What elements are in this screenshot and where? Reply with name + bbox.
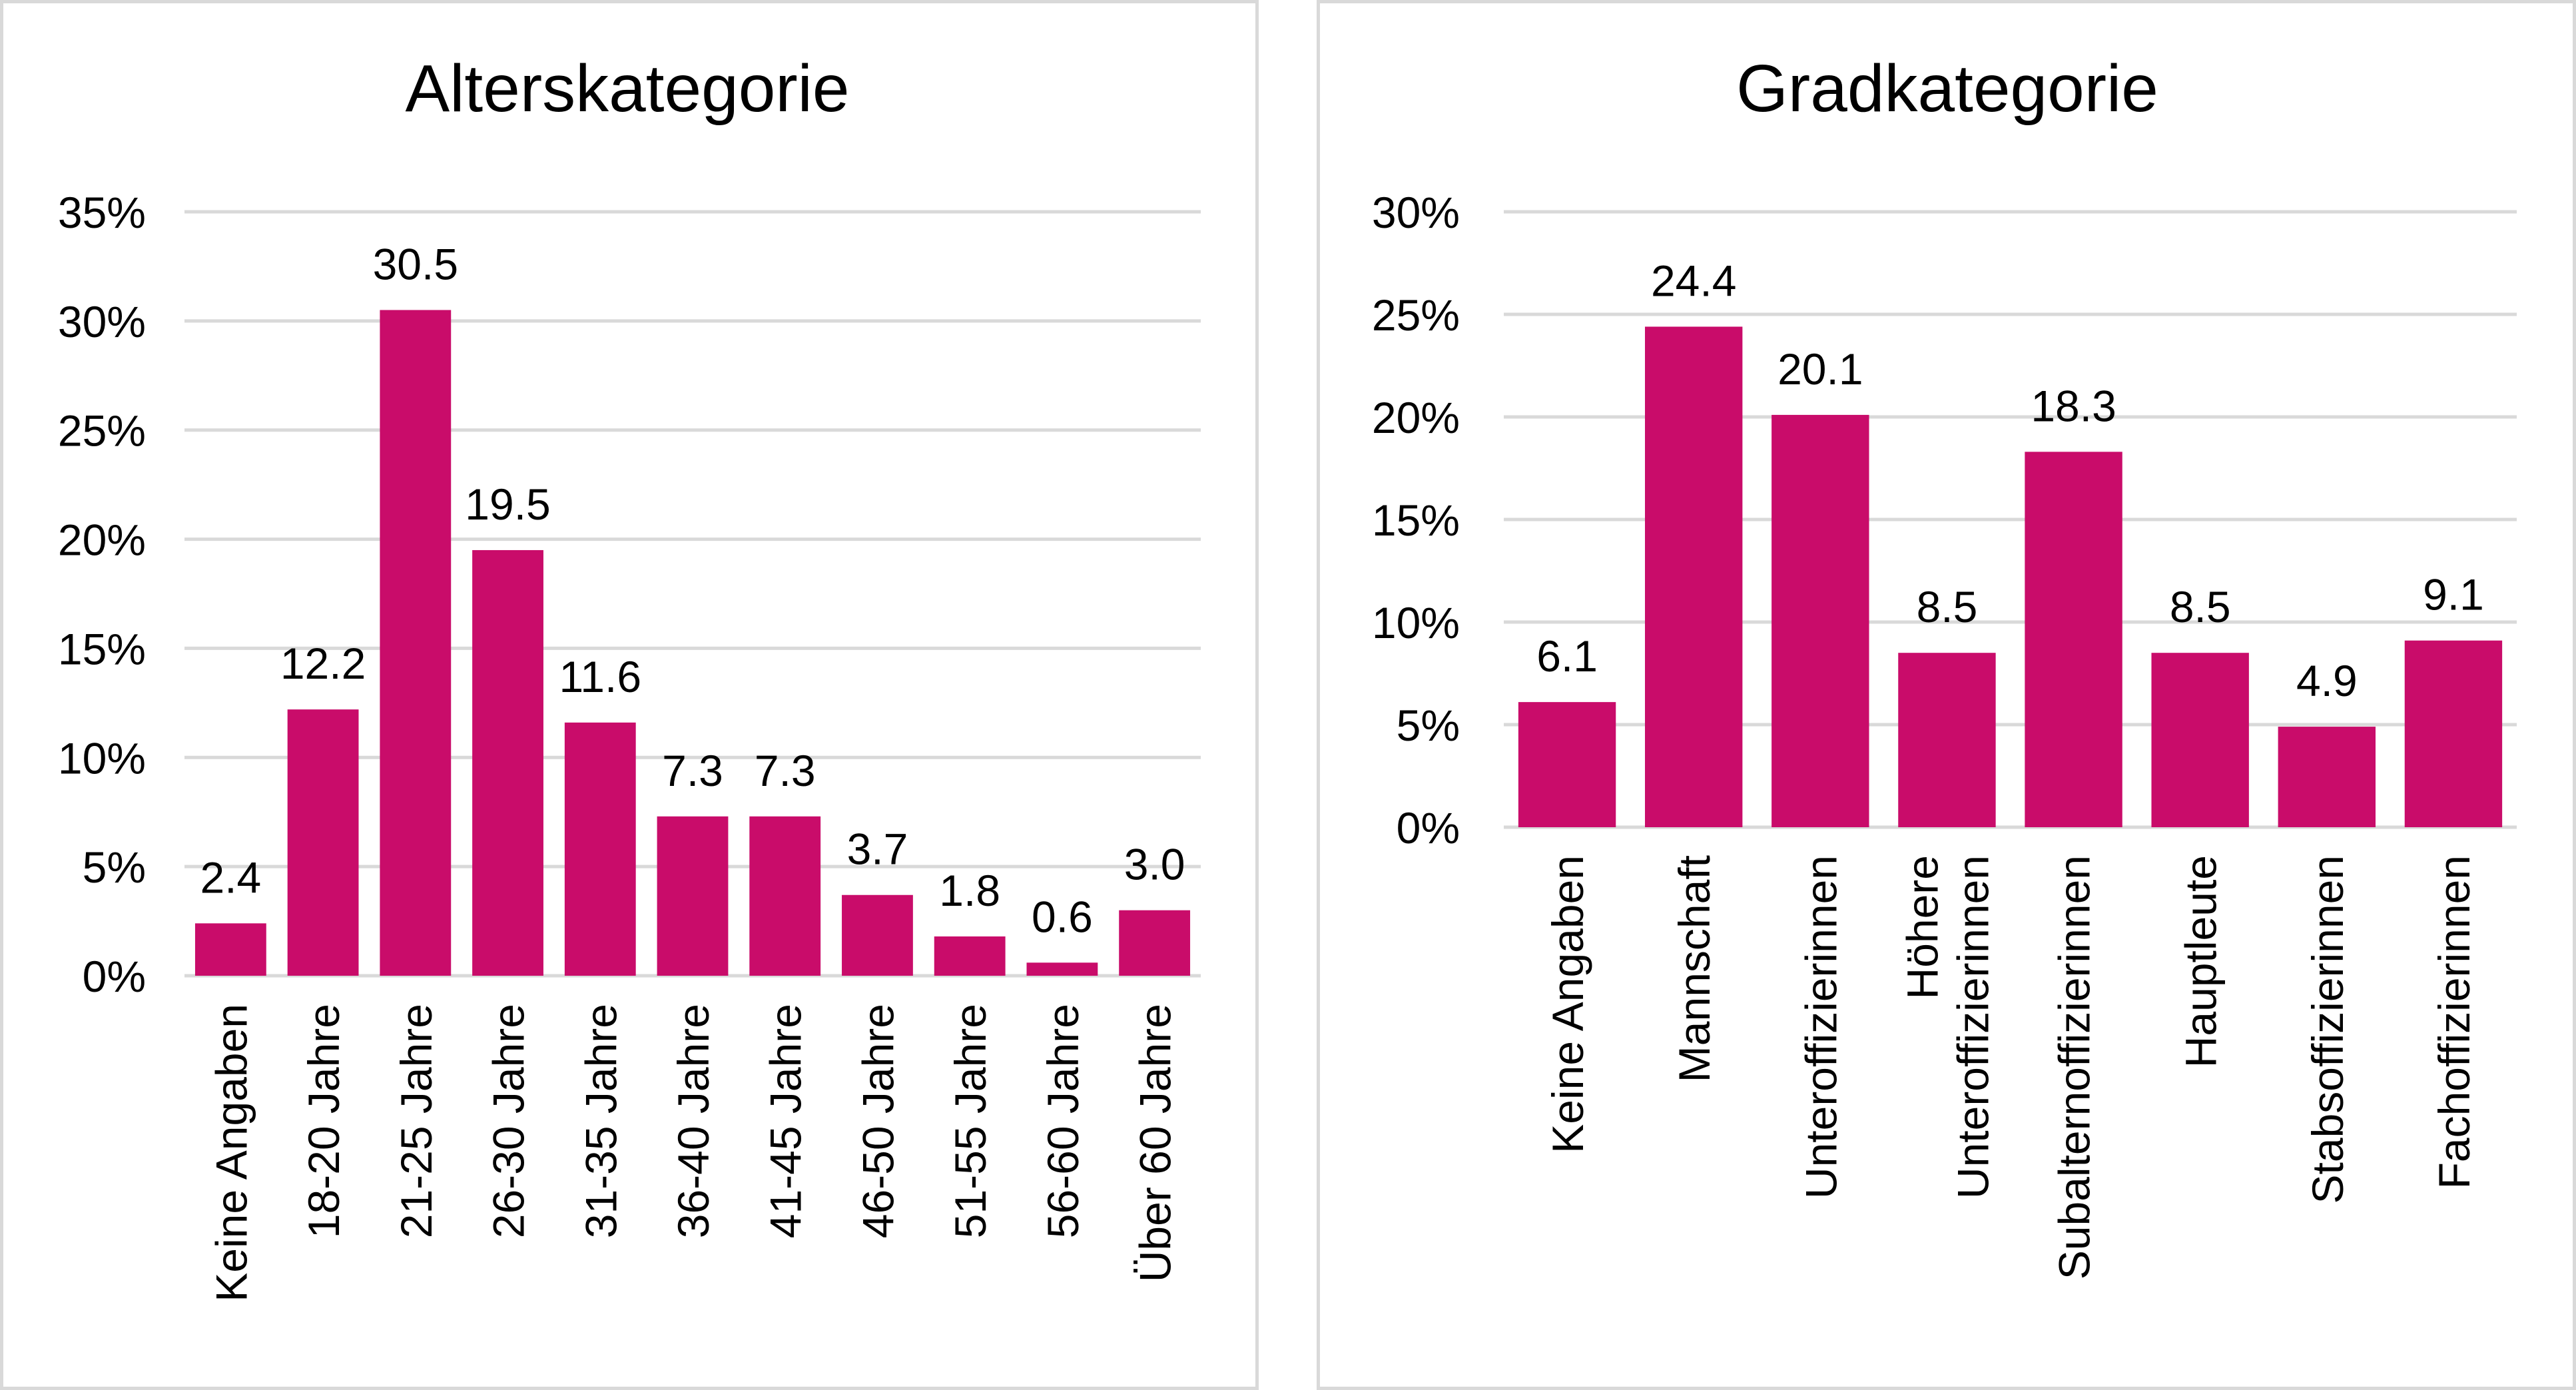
data-label: 9.1 xyxy=(2423,570,2484,619)
data-label: 7.3 xyxy=(662,746,723,795)
x-tick-label: Fachoffizierinnen xyxy=(2429,855,2479,1189)
bar xyxy=(380,310,452,976)
x-tick-label: Keine Angaben xyxy=(206,1004,256,1302)
bar xyxy=(1644,326,1743,828)
x-tick-label: 18-20 Jahre xyxy=(299,1004,348,1238)
bar xyxy=(472,549,543,976)
x-tick-label: 31-35 Jahre xyxy=(576,1004,625,1238)
bar xyxy=(749,816,821,976)
y-tick-label: 20% xyxy=(58,516,146,565)
bar xyxy=(1119,910,1191,976)
x-tick-label: 26-30 Jahre xyxy=(484,1004,533,1238)
x-tick-label: 51-55 Jahre xyxy=(946,1004,995,1238)
bar xyxy=(287,709,359,976)
bar xyxy=(194,923,266,976)
data-label: 3.7 xyxy=(847,825,908,874)
bar xyxy=(2404,640,2503,827)
data-label: 20.1 xyxy=(1777,344,1863,394)
x-tick-label: 41-45 Jahre xyxy=(761,1004,810,1238)
y-tick-label: 15% xyxy=(58,624,146,673)
chart-title: Gradkategorie xyxy=(1736,51,2158,126)
bar xyxy=(1898,653,1996,827)
y-tick-label: 35% xyxy=(58,188,146,237)
bar xyxy=(2025,452,2122,827)
data-label: 11.6 xyxy=(559,652,641,701)
data-label: 1.8 xyxy=(939,866,1000,915)
chart-panel-gradkategorie: Gradkategorie 0% 5% 10% 15% 20% 25% 30% 6.1 Keine… xyxy=(1317,0,2576,1390)
x-tick-label: Über 60 Jahre xyxy=(1131,1004,1180,1282)
chart-alterskategorie: Alterskategorie 0% 5% 10% 15% 20% 25% 30% 35% 2.4… xyxy=(58,51,1201,1302)
y-tick-label: 25% xyxy=(58,406,146,456)
data-label: 8.5 xyxy=(2170,582,2231,631)
data-label: 2.4 xyxy=(200,853,261,902)
data-label: 3.0 xyxy=(1124,840,1185,889)
data-label: 18.3 xyxy=(2031,381,2116,430)
x-tick-label: Keine Angaben xyxy=(1543,855,1592,1154)
bar xyxy=(2151,653,2249,827)
x-tick-label: Mannschaft xyxy=(1670,855,1719,1082)
bar xyxy=(2278,727,2376,827)
bar xyxy=(842,894,913,976)
bar xyxy=(1026,962,1098,976)
bar xyxy=(934,936,1006,976)
data-label: 19.5 xyxy=(465,480,550,529)
x-tick-label: 21-25 Jahre xyxy=(392,1004,441,1238)
bar xyxy=(564,722,636,976)
y-tick-label: 5% xyxy=(83,843,146,892)
y-tick-label: 25% xyxy=(1372,290,1460,340)
data-label: 6.1 xyxy=(1536,631,1598,681)
x-tick-label: Hauptleute xyxy=(2176,855,2226,1068)
data-label: 24.4 xyxy=(1651,256,1736,305)
y-tick-label: 0% xyxy=(83,952,146,1001)
y-tick-label: 10% xyxy=(1372,598,1460,647)
y-tick-label: 20% xyxy=(1372,393,1460,442)
y-tick-label: 10% xyxy=(58,733,146,783)
y-tick-label: 0% xyxy=(1397,803,1460,853)
y-tick-label: 5% xyxy=(1397,701,1460,750)
x-tick-label: Unteroffizierinnen xyxy=(1796,855,1845,1199)
data-label: 4.9 xyxy=(2296,656,2358,705)
bar xyxy=(657,816,729,976)
bar xyxy=(1771,414,1869,827)
data-label: 30.5 xyxy=(373,239,458,288)
x-tick-label: Stabsoffizierinnen xyxy=(2303,855,2352,1204)
chart-gradkategorie: Gradkategorie 0% 5% 10% 15% 20% 25% 30% 6.1 Keine… xyxy=(1372,51,2517,1279)
bar xyxy=(1518,702,1616,827)
data-label: 12.2 xyxy=(280,639,366,688)
y-tick-label: 30% xyxy=(58,297,146,346)
chart-title: Alterskategorie xyxy=(406,51,850,126)
data-label: 8.5 xyxy=(1917,582,1978,631)
y-tick-label: 15% xyxy=(1372,496,1460,545)
x-tick-label: Unteroffizierinnen xyxy=(1948,855,1997,1199)
x-tick-label: Höhere xyxy=(1897,855,1947,999)
data-label: 7.3 xyxy=(755,746,816,795)
x-tick-label: 46-50 Jahre xyxy=(853,1004,902,1238)
x-tick-label: 36-40 Jahre xyxy=(669,1004,718,1238)
y-tick-label: 30% xyxy=(1372,188,1460,237)
x-tick-label: Subalternoffizierinnen xyxy=(2050,855,2099,1279)
chart-panel-alterskategorie: Alterskategorie 0% 5% 10% 15% 20% 25% 30% 35% 2.4… xyxy=(0,0,1259,1390)
x-tick-label: 56-60 Jahre xyxy=(1038,1004,1088,1238)
data-label: 0.6 xyxy=(1032,892,1093,941)
